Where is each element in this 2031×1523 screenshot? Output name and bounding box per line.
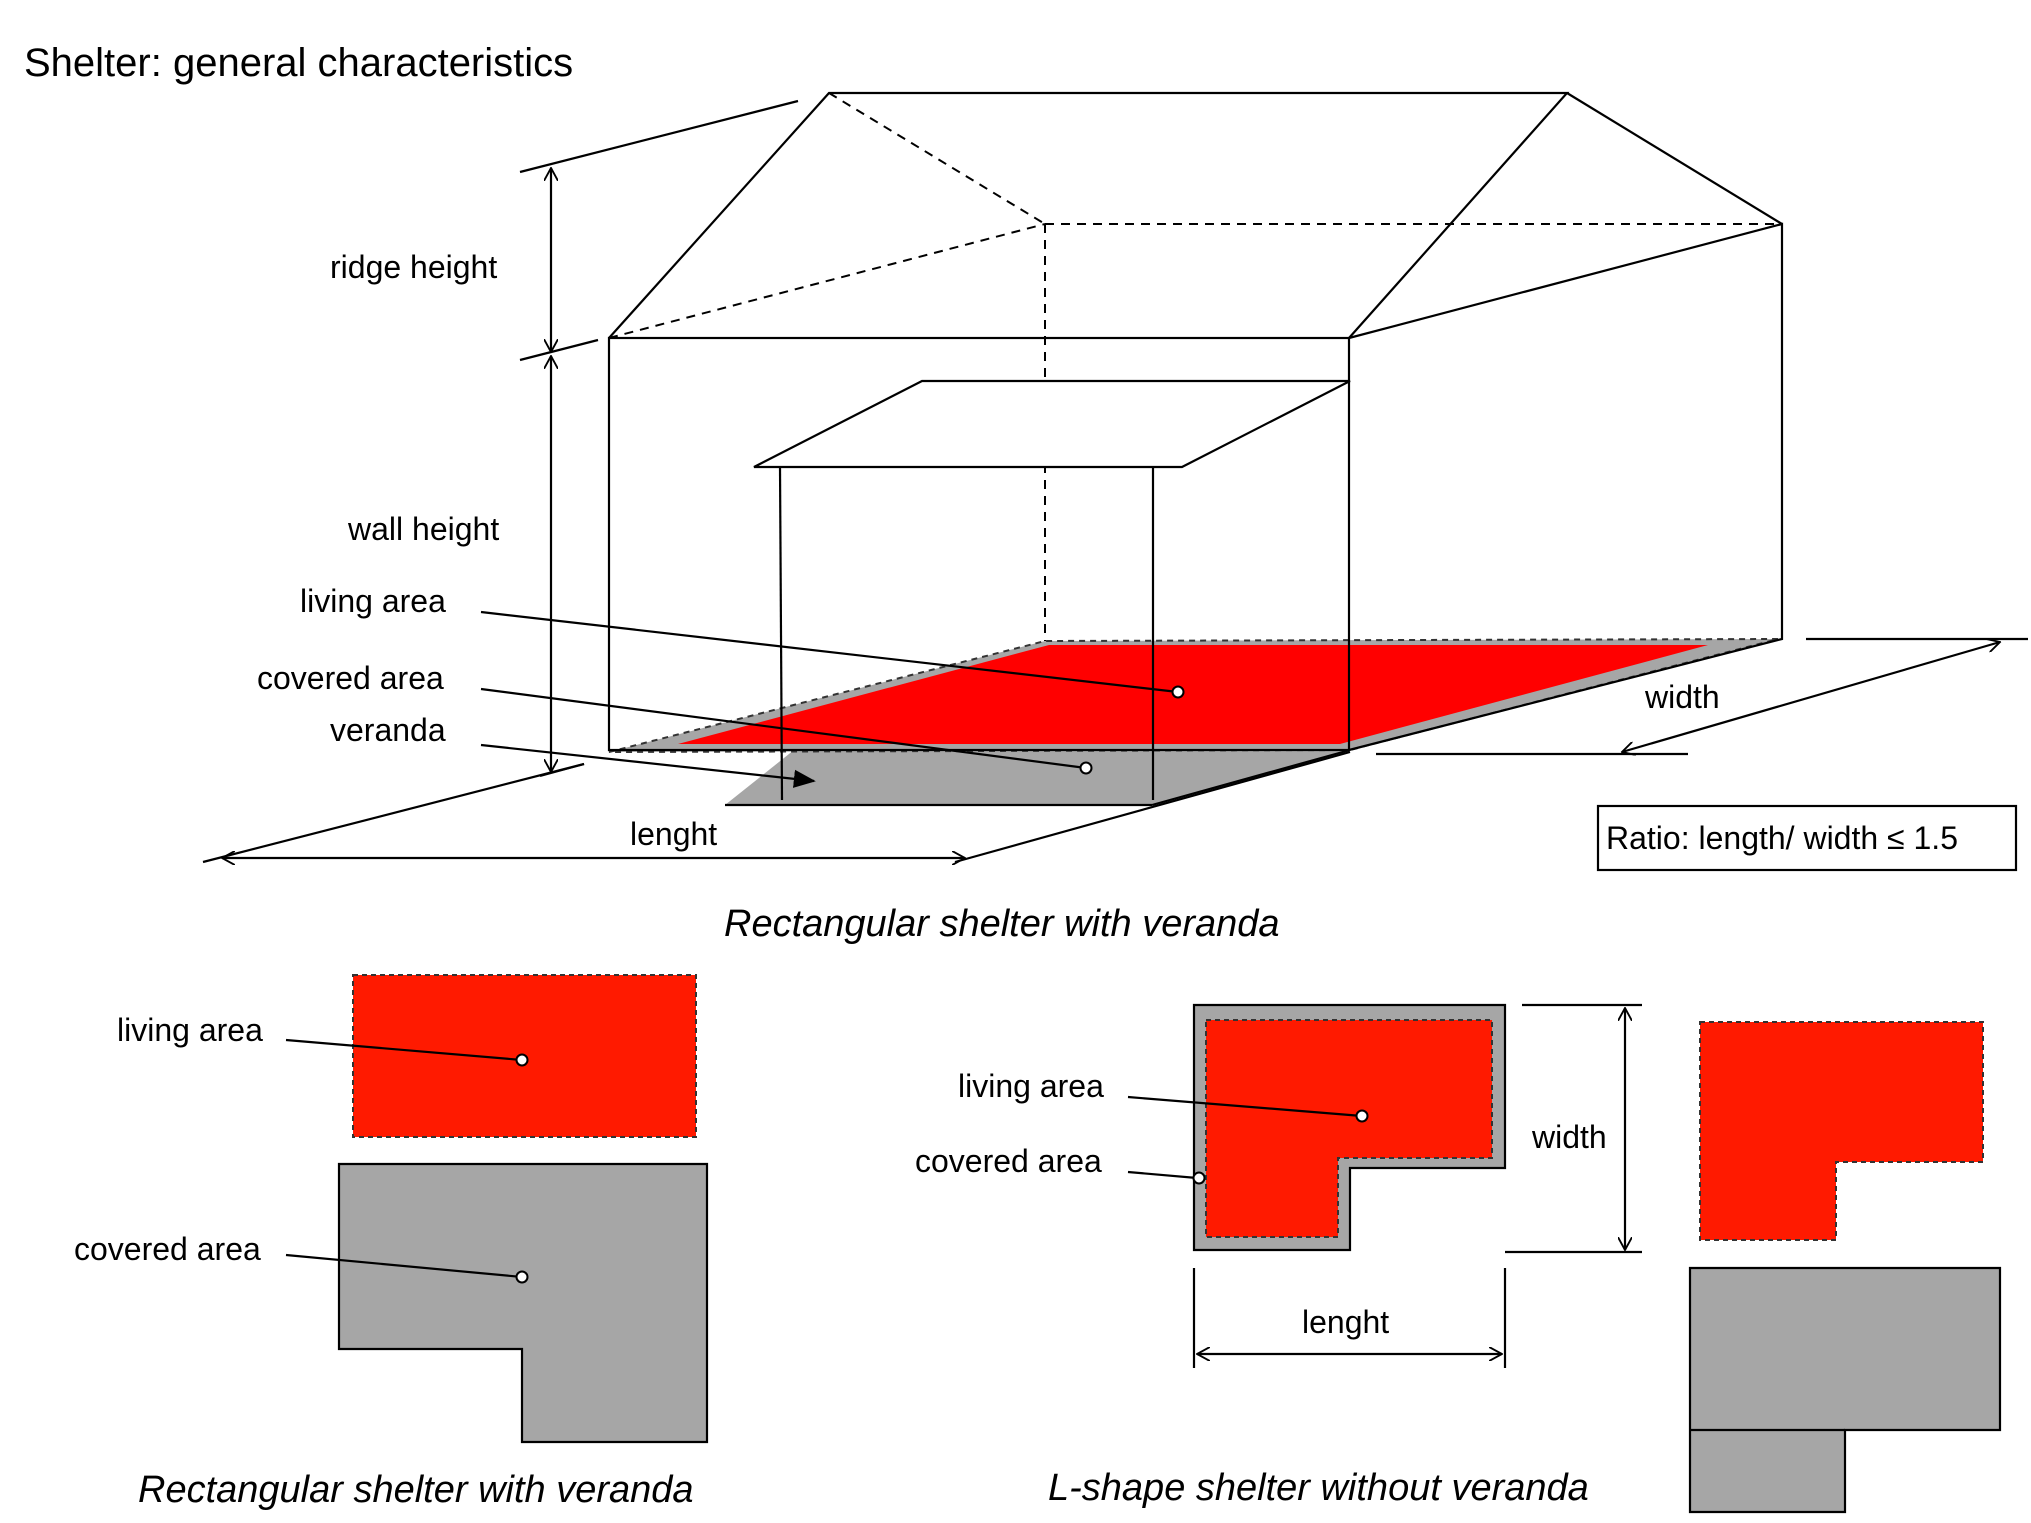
- wall-height-label: wall height: [347, 511, 499, 547]
- rect-covered-area-label: covered area: [74, 1231, 261, 1267]
- l-living-area: [1205, 1019, 1493, 1238]
- rect-covered-area: [337, 1162, 709, 1444]
- isometric-shelter: [202, 91, 2028, 862]
- veranda-floor: [725, 750, 1350, 805]
- rect-living-area-label: living area: [117, 1012, 263, 1048]
- front-wall: [607, 336, 1351, 752]
- page-title: Shelter: general characteristics: [24, 41, 573, 85]
- l-plan-caption: L-shape shelter without veranda: [1048, 1467, 1589, 1509]
- isometric-caption: Rectangular shelter with veranda: [724, 903, 1280, 945]
- length-label: lenght: [630, 816, 717, 852]
- living-area-floor: [678, 645, 1708, 744]
- ratio-text: Ratio: length/ width ≤ 1.5: [1606, 820, 1958, 856]
- l-length-label: lenght: [1302, 1304, 1389, 1340]
- ridge-height-label: ridge height: [330, 249, 497, 285]
- l-width-label: width: [1531, 1119, 1607, 1155]
- ratio-box: [1596, 804, 2018, 872]
- veranda-label: veranda: [330, 712, 446, 748]
- l-living-area-separate: [1699, 1021, 1984, 1241]
- living-area-label: living area: [300, 583, 446, 619]
- width-label: width: [1644, 679, 1720, 715]
- rect-plan-caption: Rectangular shelter with veranda: [138, 1469, 694, 1511]
- l-shape-plan: [1127, 1003, 2002, 1514]
- l-covered-area-separate: [1688, 1266, 2002, 1514]
- l-covered-area-label: covered area: [915, 1143, 1102, 1179]
- veranda-canopy: [753, 379, 1351, 469]
- covered-area-label: covered area: [257, 660, 444, 696]
- rectangular-plan: [285, 974, 709, 1444]
- l-living-area-label: living area: [958, 1068, 1104, 1104]
